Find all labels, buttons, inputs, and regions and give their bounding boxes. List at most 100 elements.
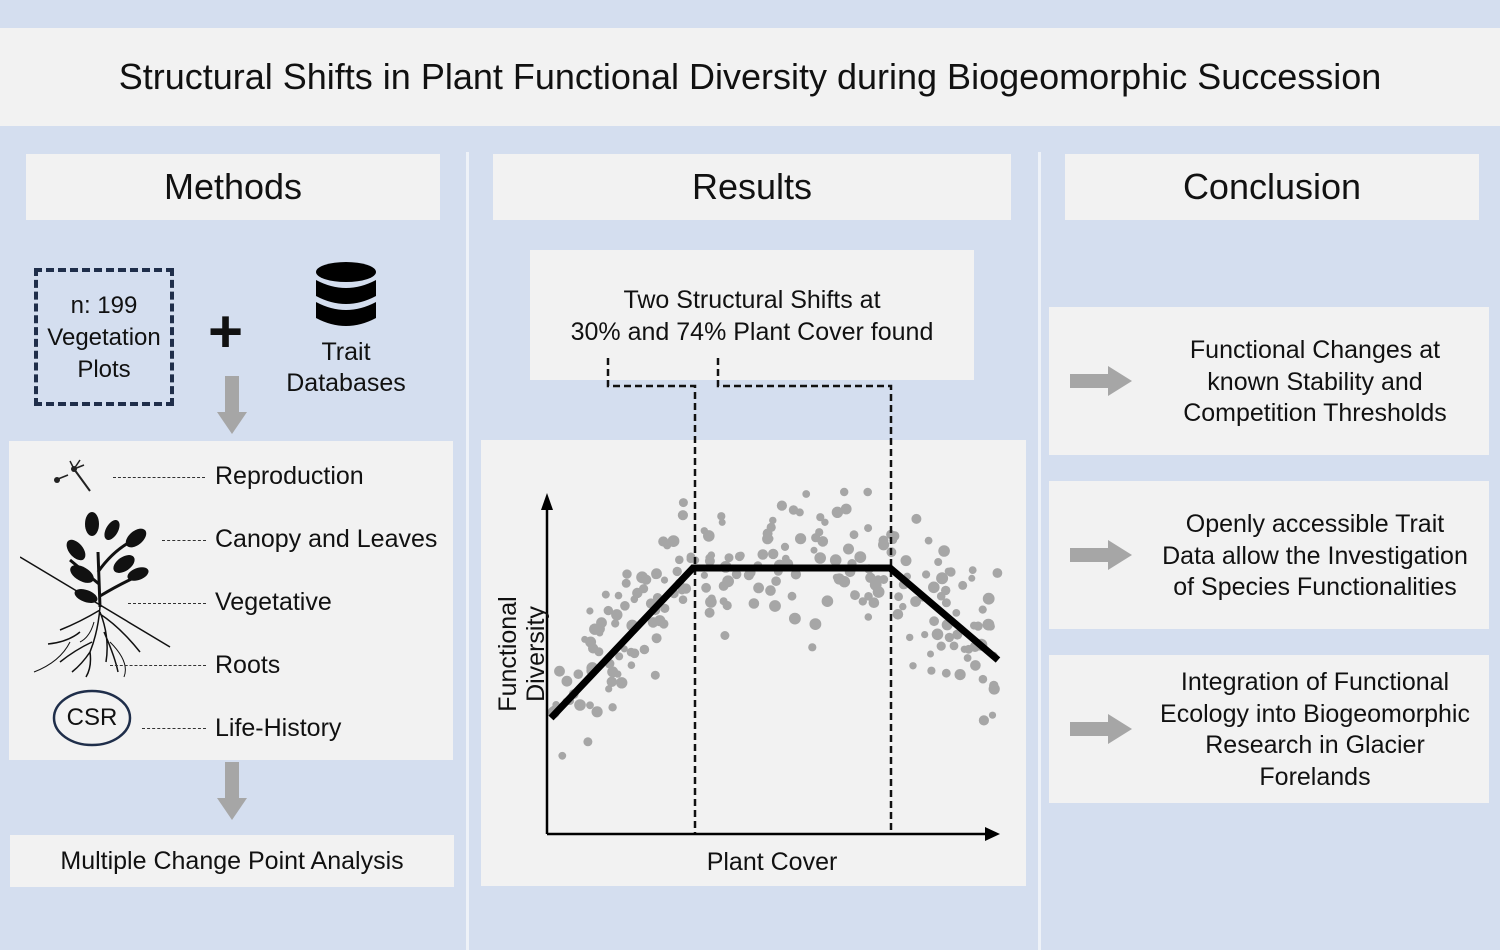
scatter-point — [958, 580, 968, 590]
scatter-point — [850, 590, 860, 601]
scatter-point — [795, 533, 807, 545]
scatter-point — [927, 650, 934, 658]
scatter-point — [753, 582, 764, 594]
right-arrow-icon — [1070, 366, 1132, 396]
conclusion-line: of Species Functionalities — [1173, 573, 1457, 601]
scatter-point — [921, 631, 929, 639]
trait-roots: Roots — [215, 651, 281, 679]
scatter-point — [968, 566, 977, 574]
scatter-point — [574, 699, 586, 711]
scatter-point — [931, 628, 944, 641]
leader-line — [162, 540, 206, 541]
scatter-point — [611, 619, 620, 628]
scatter-point — [660, 576, 669, 584]
scatter-point — [814, 552, 826, 564]
scatter-point — [821, 518, 829, 526]
scatter-point — [651, 633, 662, 644]
scatter-point — [720, 631, 730, 640]
scatter-point — [978, 715, 990, 726]
right-arrow-icon — [1070, 540, 1132, 570]
y-axis-label: Functional — [494, 596, 522, 712]
conclusion-line: Forelands — [1259, 762, 1371, 791]
conclusion-line: Research in Glacier — [1205, 731, 1425, 759]
scatter-point — [899, 602, 907, 611]
scatter-point — [864, 613, 873, 621]
scatter-point — [910, 596, 921, 607]
database-label-2: Databases — [286, 369, 406, 397]
conclusion-header: Conclusion — [1065, 154, 1479, 220]
scatter-point — [922, 570, 931, 579]
breakpoint-trend-line — [548, 564, 1001, 721]
scatter-point — [992, 568, 1003, 578]
scatter-point — [911, 513, 922, 524]
scatter-point — [611, 609, 623, 621]
scatter-point — [675, 555, 684, 565]
conclusion-line: Integration of Functional — [1180, 668, 1450, 696]
leader-line — [113, 477, 205, 478]
scatter-point — [594, 623, 605, 635]
scatter-point — [986, 622, 995, 631]
scatter-point — [659, 619, 669, 629]
scatter-point — [616, 677, 628, 689]
scatter-point — [672, 566, 682, 577]
scatter-point — [614, 670, 622, 678]
scatter-point — [787, 591, 797, 601]
x-axis-arrow-icon — [985, 827, 1000, 841]
scatter-point — [718, 581, 729, 591]
scatter-point — [641, 574, 652, 585]
conclusion-line: Competition Thresholds — [1183, 399, 1447, 427]
scatter-point — [789, 612, 801, 625]
scatter-point — [554, 665, 565, 677]
y-axis-arrow-icon — [541, 493, 553, 510]
scatter-point — [938, 545, 950, 557]
scatter-point — [840, 487, 849, 497]
scatter-point — [909, 662, 917, 670]
scatter-point — [573, 669, 584, 679]
chart-panel — [481, 440, 1026, 886]
scatter-point — [864, 524, 873, 533]
scatter-point — [591, 706, 603, 718]
right-arrow-icon — [1070, 714, 1132, 744]
plots-label-2: Plots — [77, 356, 131, 383]
scatter-point — [627, 661, 636, 669]
scatter-point — [718, 518, 726, 526]
scatter-point — [968, 574, 976, 582]
scatter-point — [865, 572, 876, 583]
seed-dispersal-icon — [54, 459, 91, 492]
scatter-point — [585, 636, 597, 648]
scatter-point — [586, 701, 594, 710]
trait-vegetative: Vegetative — [215, 588, 332, 616]
scatter-point — [769, 600, 781, 612]
scatter-point — [952, 629, 963, 640]
scatter-point — [724, 553, 734, 563]
scatter-point — [603, 605, 613, 616]
scatter-point — [781, 554, 790, 563]
scatter-point — [952, 609, 961, 617]
scatter-point — [771, 576, 781, 586]
scatter-point — [970, 621, 978, 630]
database-icon — [316, 262, 376, 326]
scatter-point — [639, 644, 650, 655]
plots-count: n: 199 — [70, 292, 138, 319]
scatter-point — [831, 506, 844, 518]
scatter-point — [769, 516, 777, 525]
vegetation-plots-box — [34, 268, 174, 406]
scatter-point — [821, 595, 834, 607]
scatter-point — [949, 641, 959, 651]
scatter-point — [840, 503, 852, 515]
scatter-point — [849, 530, 859, 540]
callout-line-1: Two Structural Shifts at — [623, 286, 881, 314]
column-divider — [1038, 152, 1041, 950]
scatter-point — [748, 598, 760, 609]
scatter-point — [651, 571, 659, 580]
conclusion-line: Functional Changes at — [1189, 336, 1441, 364]
conclusion-text-2: Openly accessible Trait Data allow the I… — [1145, 509, 1485, 604]
scatter-point — [863, 487, 872, 497]
scatter-point — [954, 669, 966, 681]
scatter-point — [988, 683, 1000, 695]
scatter-point — [878, 535, 889, 546]
scatter-point — [928, 581, 940, 594]
scatter-point — [988, 711, 997, 719]
scatter-point — [929, 616, 939, 627]
scatter-point — [944, 567, 952, 575]
